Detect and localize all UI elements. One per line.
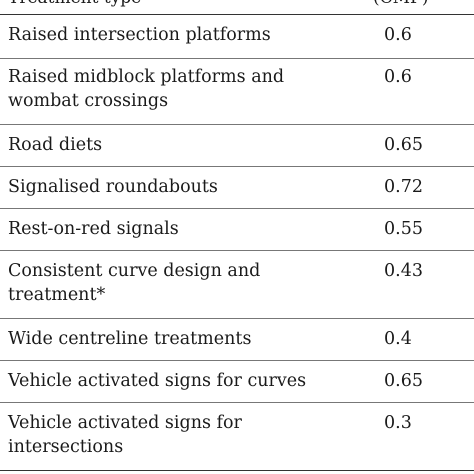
cmf-cell: 0.6 (384, 25, 412, 45)
cmf-cell: 0.4 (384, 329, 412, 349)
cmf-cell: 0.65 (384, 371, 423, 391)
treatment-cell: Road diets (8, 135, 103, 155)
row-divider (0, 58, 474, 59)
cmf-cell: 0.43 (384, 261, 423, 281)
header-cmf: (CMF) (373, 0, 428, 8)
treatment-cell: Signalised roundabouts (8, 177, 218, 197)
row-divider (0, 402, 474, 403)
row-divider (0, 250, 474, 251)
row-divider (0, 166, 474, 167)
cmf-cell: 0.72 (384, 177, 423, 197)
cmf-cell: 0.65 (384, 135, 423, 155)
header-treatment-type: Treatment type (8, 0, 141, 8)
cmf-cell: 0.55 (384, 219, 423, 239)
header-rule (0, 14, 474, 15)
cmf-cell: 0.6 (384, 67, 412, 87)
treatment-cell: Consistent curve design and treatment* (8, 261, 261, 305)
row-divider (0, 360, 474, 361)
row-divider (0, 124, 474, 125)
treatment-cell: Vehicle activated signs for intersection… (8, 413, 242, 457)
row-divider (0, 208, 474, 209)
table-header-row: Treatment type (CMF) (0, 0, 474, 8)
treatment-cell: Vehicle activated signs for curves (8, 371, 307, 391)
treatment-cell: Raised intersection platforms (8, 25, 271, 45)
treatment-cell: Raised midblock platforms and wombat cro… (8, 67, 285, 111)
table-bottom-rule (0, 470, 474, 471)
cmf-cell: 0.3 (384, 413, 412, 433)
treatment-cell: Rest-on-red signals (8, 219, 179, 239)
treatment-cell: Wide centreline treatments (8, 329, 252, 349)
row-divider (0, 318, 474, 319)
